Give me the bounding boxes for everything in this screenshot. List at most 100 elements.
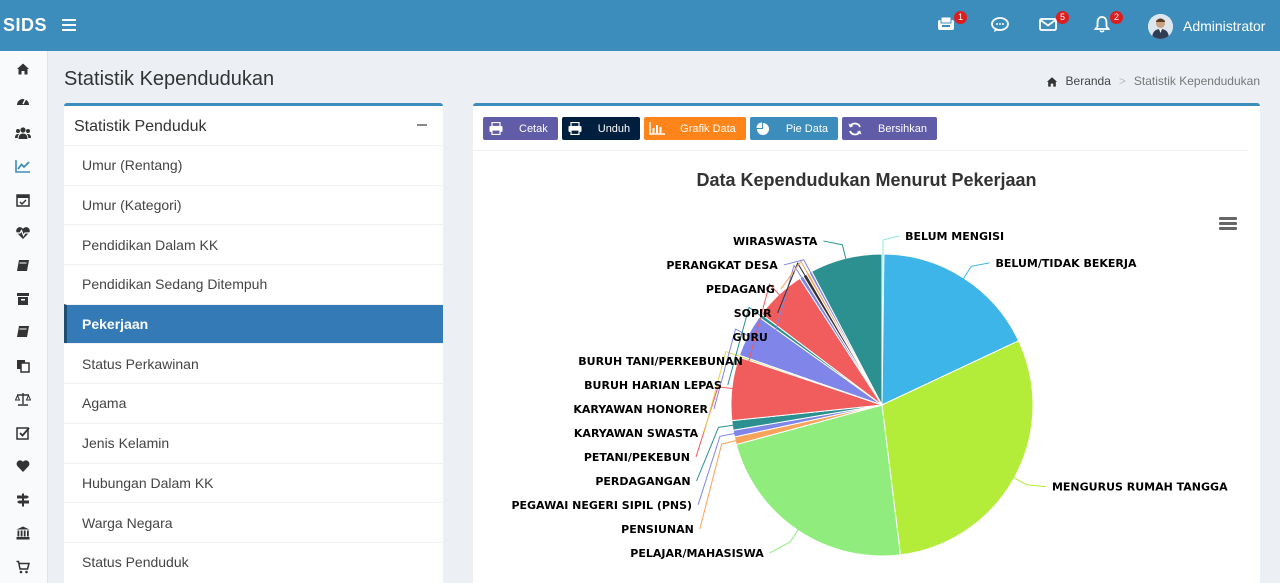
home-icon[interactable] — [1046, 76, 1058, 87]
pie-label-sopir: SOPIR — [734, 307, 772, 320]
pie-label-belum-mengisi: BELUM MENGISI — [905, 230, 1004, 243]
reset-button-label: Bersihkan — [878, 122, 927, 135]
pie-connector-pelajar-mahasiswa — [769, 528, 800, 554]
avatar — [1148, 13, 1173, 39]
pie-connector-karyawan-honorer — [713, 328, 750, 410]
menu-item-warga-negara[interactable]: Warga Negara — [64, 502, 443, 542]
envelope-icon[interactable]: 5 — [1038, 11, 1069, 38]
pie-label-buruh-harian-lepas: BURUH HARIAN LEPAS — [584, 379, 722, 392]
pie-connector-wiraswasta — [823, 240, 847, 261]
inbox-tray-icon[interactable]: 1 — [936, 11, 967, 38]
users-icon[interactable] — [14, 124, 32, 142]
book-icon[interactable] — [14, 257, 32, 275]
pie-label-karyawan-honorer: KARYAWAN HONORER — [573, 403, 708, 416]
top-navbar: SIDS 1 5 2 Administrator — [0, 0, 1280, 51]
menu-item-pekerjaan[interactable]: Pekerjaan — [64, 303, 443, 344]
pie-connector-buruh-tani-perkebunan — [748, 283, 781, 362]
bar-chart-button-label: Grafik Data — [680, 122, 736, 135]
pie-chart: BELUM MENGISI BELUM/TIDAK BEKERJA MENGURUS… — [511, 230, 1228, 560]
menu-item-status-perkawinan[interactable]: Status Perkawinan — [64, 343, 443, 383]
menu-item-status-penduduk[interactable]: Status Penduduk — [64, 541, 443, 582]
pie-label-pensiunan: PENSIUNAN — [621, 523, 694, 536]
print-button-label: Cetak — [519, 122, 548, 135]
pie-connector-buruh-harian-lepas — [727, 306, 763, 386]
pie-chart-button-label: Pie Data — [785, 122, 829, 135]
notification-badge: 2 — [1110, 11, 1123, 24]
pie-connector-sopir — [777, 262, 807, 314]
box-title: Statistik Penduduk — [74, 118, 207, 135]
signpost-icon[interactable] — [14, 491, 32, 509]
pie-label-perdagangan: PERDAGANGAN — [595, 475, 690, 488]
balance-scale-icon[interactable] — [14, 390, 32, 408]
breadcrumb-current: Statistik Kependudukan — [1133, 74, 1260, 88]
calendar-check-icon[interactable] — [14, 191, 32, 209]
notification-badge: 1 — [954, 11, 967, 24]
bar-chart-icon — [644, 117, 670, 140]
printer-icon — [562, 117, 588, 140]
page-title: Statistik Kependudukan — [64, 68, 275, 90]
menu-item-hubungan-dalam-kk[interactable]: Hubungan Dalam KK — [64, 462, 443, 503]
pie-connector-perdagangan — [696, 424, 735, 482]
notification-badge: 5 — [1056, 11, 1069, 24]
reset-button[interactable]: Bersihkan — [842, 117, 937, 140]
chart-title: Data Kependudukan Menurut Pekerjaan — [696, 170, 1037, 190]
collapse-icon[interactable] — [417, 124, 427, 126]
download-button[interactable]: Unduh — [561, 117, 641, 140]
home-icon[interactable] — [14, 60, 32, 78]
pie-label-petani-pekebun: PETANI/PEKEBUN — [584, 451, 690, 464]
refresh-icon — [842, 117, 868, 140]
print-button[interactable]: Cetak — [483, 117, 558, 140]
pie-label-pegawai-negeri-sipil-pns: PEGAWAI NEGERI SIPIL (PNS) — [511, 499, 692, 512]
user-menu[interactable]: Administrator — [1148, 12, 1265, 40]
menu-item-umur-rentang[interactable]: Umur (Rentang) — [64, 145, 443, 185]
check-square-icon[interactable] — [14, 424, 32, 442]
chart-box: Cetak Unduh Grafik Data Pie Data Bersihk… — [473, 103, 1260, 583]
chart-toolbar: Cetak Unduh Grafik Data Pie Data Bersihk… — [483, 117, 941, 140]
pie-label-buruh-tani-perkebunan: BURUH TANI/PERKEBUNAN — [578, 355, 743, 368]
menu-item-jenis-kelamin[interactable]: Jenis Kelamin — [64, 422, 443, 463]
pie-label-belum-tidak-bekerja: BELUM/TIDAK BEKERJA — [995, 257, 1137, 270]
pie-connector-belum-mengisi — [882, 235, 900, 257]
breadcrumb-separator: > — [1118, 74, 1126, 88]
heart-icon[interactable] — [14, 457, 32, 475]
pie-connector-petani-pekebun — [695, 386, 734, 458]
bar-chart-button[interactable]: Grafik Data — [644, 117, 746, 140]
sidebar-toggle-icon[interactable] — [62, 16, 76, 32]
bell-icon[interactable]: 2 — [1092, 11, 1123, 38]
cart-icon[interactable] — [14, 558, 32, 576]
pie-connector-perangkat-desa — [783, 259, 812, 275]
user-name: Administrator — [1183, 18, 1266, 34]
line-chart-icon[interactable] — [14, 157, 32, 175]
bank-icon[interactable] — [14, 524, 32, 542]
breadcrumb: Beranda > Statistik Kependudukan — [1046, 74, 1260, 88]
pie-connector-mengurus-rumah-tangga — [1012, 476, 1047, 488]
breadcrumb-home-link[interactable]: Beranda — [1065, 74, 1111, 88]
dashboard-icon[interactable] — [14, 92, 32, 110]
pie-label-guru: GURU — [733, 331, 768, 344]
statistics-menu-box: Statistik Penduduk Umur (Rentang) Umur (… — [64, 103, 443, 583]
book-icon[interactable] — [14, 323, 32, 341]
pie-connector-pensiunan — [699, 439, 738, 530]
menu-item-agama[interactable]: Agama — [64, 383, 443, 423]
pie-connector-guru — [773, 264, 803, 338]
app-logo[interactable]: SIDS — [3, 15, 48, 35]
pie-label-pelajar-mahasiswa: PELAJAR/MAHASISWA — [630, 547, 764, 560]
menu-item-umur-kategori[interactable]: Umur (Kategori) — [64, 184, 443, 225]
pie-label-mengurus-rumah-tangga: MENGURUS RUMAH TANGGA — [1052, 481, 1228, 494]
pie-label-pedagang: PEDAGANG — [706, 283, 775, 296]
sidebar — [0, 51, 48, 583]
divider — [473, 150, 1248, 151]
copy-icon[interactable] — [14, 357, 32, 375]
pie-chart-button[interactable]: Pie Data — [749, 117, 839, 140]
chart-context-menu-icon[interactable] — [1219, 217, 1237, 231]
menu-item-pendidikan-dalam-kk[interactable]: Pendidikan Dalam KK — [64, 224, 443, 264]
archive-icon[interactable] — [14, 290, 32, 308]
heartbeat-icon[interactable] — [14, 224, 32, 242]
chat-bubble-icon[interactable] — [990, 14, 1014, 38]
pie-connector-pedagang — [780, 260, 810, 290]
pie-connector-belum-tidak-bekerja — [962, 262, 990, 280]
pie-label-wiraswasta: WIRASWASTA — [733, 235, 818, 248]
download-button-label: Unduh — [597, 122, 631, 135]
printer-icon — [483, 117, 509, 140]
menu-item-pendidikan-sedang-ditempuh[interactable]: Pendidikan Sedang Ditempuh — [64, 264, 443, 304]
